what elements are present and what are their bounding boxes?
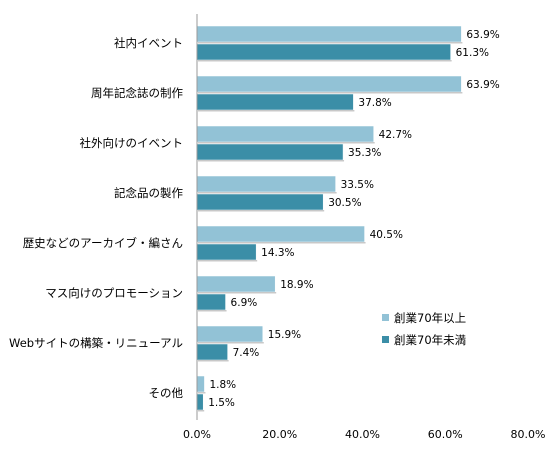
x-tick-labels: 0.0% 20.0% 40.0% 60.0% 80.0% [183, 428, 545, 441]
bar-series-1 [196, 275, 276, 293]
bar-series-1 [196, 325, 264, 343]
data-label: 1.8% [209, 379, 236, 391]
data-label: 6.9% [231, 297, 258, 309]
x-tick-label: 80.0% [511, 428, 546, 441]
bar-series-1 [196, 375, 205, 393]
category-label: 歴史などのアーカイブ・編さん [23, 236, 183, 250]
x-tick-label: 60.0% [428, 428, 463, 441]
bars-layer [196, 25, 463, 412]
bar-shadow [198, 160, 345, 162]
bar-series-1 [196, 175, 336, 193]
data-label: 7.4% [233, 347, 260, 359]
bar-series-2 [196, 43, 451, 61]
data-label: 1.5% [208, 397, 235, 409]
category-label: 周年記念誌の制作 [91, 86, 183, 100]
bar-shadow [198, 42, 463, 44]
category-label: マス向けのプロモーション [45, 286, 183, 300]
category-label: 記念品の製作 [114, 186, 183, 200]
data-label: 42.7% [379, 129, 412, 141]
bar-shadow [198, 92, 463, 94]
bar-series-2 [196, 243, 257, 261]
data-label: 30.5% [328, 197, 361, 209]
data-label: 37.8% [358, 97, 391, 109]
bar-shadow [198, 110, 355, 112]
bar-shadow [198, 360, 229, 362]
category-label: Webサイトの構築・リニューアル [9, 336, 183, 350]
x-tick-label: 0.0% [183, 428, 211, 441]
legend-label: 創業70年未満 [394, 333, 466, 347]
bar-series-1 [196, 125, 374, 143]
data-labels: 63.9% 61.3% 63.9% 37.8% 42.7% 35.3% 33.5% 30.5%… [208, 29, 500, 409]
category-label: 社内イベント [114, 36, 183, 50]
bar-series-2 [196, 293, 226, 311]
bar-shadow [198, 342, 264, 344]
bar-shadow [198, 392, 206, 394]
x-tick-label: 40.0% [345, 428, 380, 441]
bar-shadow [198, 60, 452, 62]
bar-series-1 [196, 25, 462, 43]
legend-swatch [382, 314, 389, 321]
legend-label: 創業70年以上 [394, 311, 466, 325]
bar-series-1 [196, 225, 365, 243]
bar-series-2 [196, 143, 344, 161]
bar-shadow [198, 292, 277, 294]
data-label: 15.9% [268, 329, 301, 341]
data-label: 33.5% [341, 179, 374, 191]
bar-series-2 [196, 343, 228, 361]
data-label: 35.3% [348, 147, 381, 159]
bar-series-1 [196, 75, 462, 93]
data-label: 63.9% [466, 29, 499, 41]
data-label: 18.9% [280, 279, 313, 291]
data-label: 63.9% [466, 79, 499, 91]
bar-series-2 [196, 393, 204, 411]
bar-shadow [198, 410, 205, 412]
bar-series-2 [196, 193, 324, 211]
bar-shadow [198, 260, 258, 262]
legend-swatch [382, 336, 389, 343]
bar-shadow [198, 192, 337, 194]
data-label: 14.3% [261, 247, 294, 259]
category-labels: 社内イベント周年記念誌の制作社外向けのイベント記念品の製作歴史などのアーカイブ・… [9, 36, 183, 400]
bar-series-2 [196, 93, 354, 111]
bar-shadow [198, 210, 325, 212]
category-label: その他 [149, 386, 184, 400]
category-label: 社外向けのイベント [80, 136, 184, 150]
data-label: 40.5% [370, 229, 403, 241]
x-tick-label: 20.0% [262, 428, 297, 441]
bar-shadow [198, 310, 227, 312]
bar-shadow [198, 142, 375, 144]
bar-shadow [198, 242, 366, 244]
data-label: 61.3% [456, 47, 489, 59]
